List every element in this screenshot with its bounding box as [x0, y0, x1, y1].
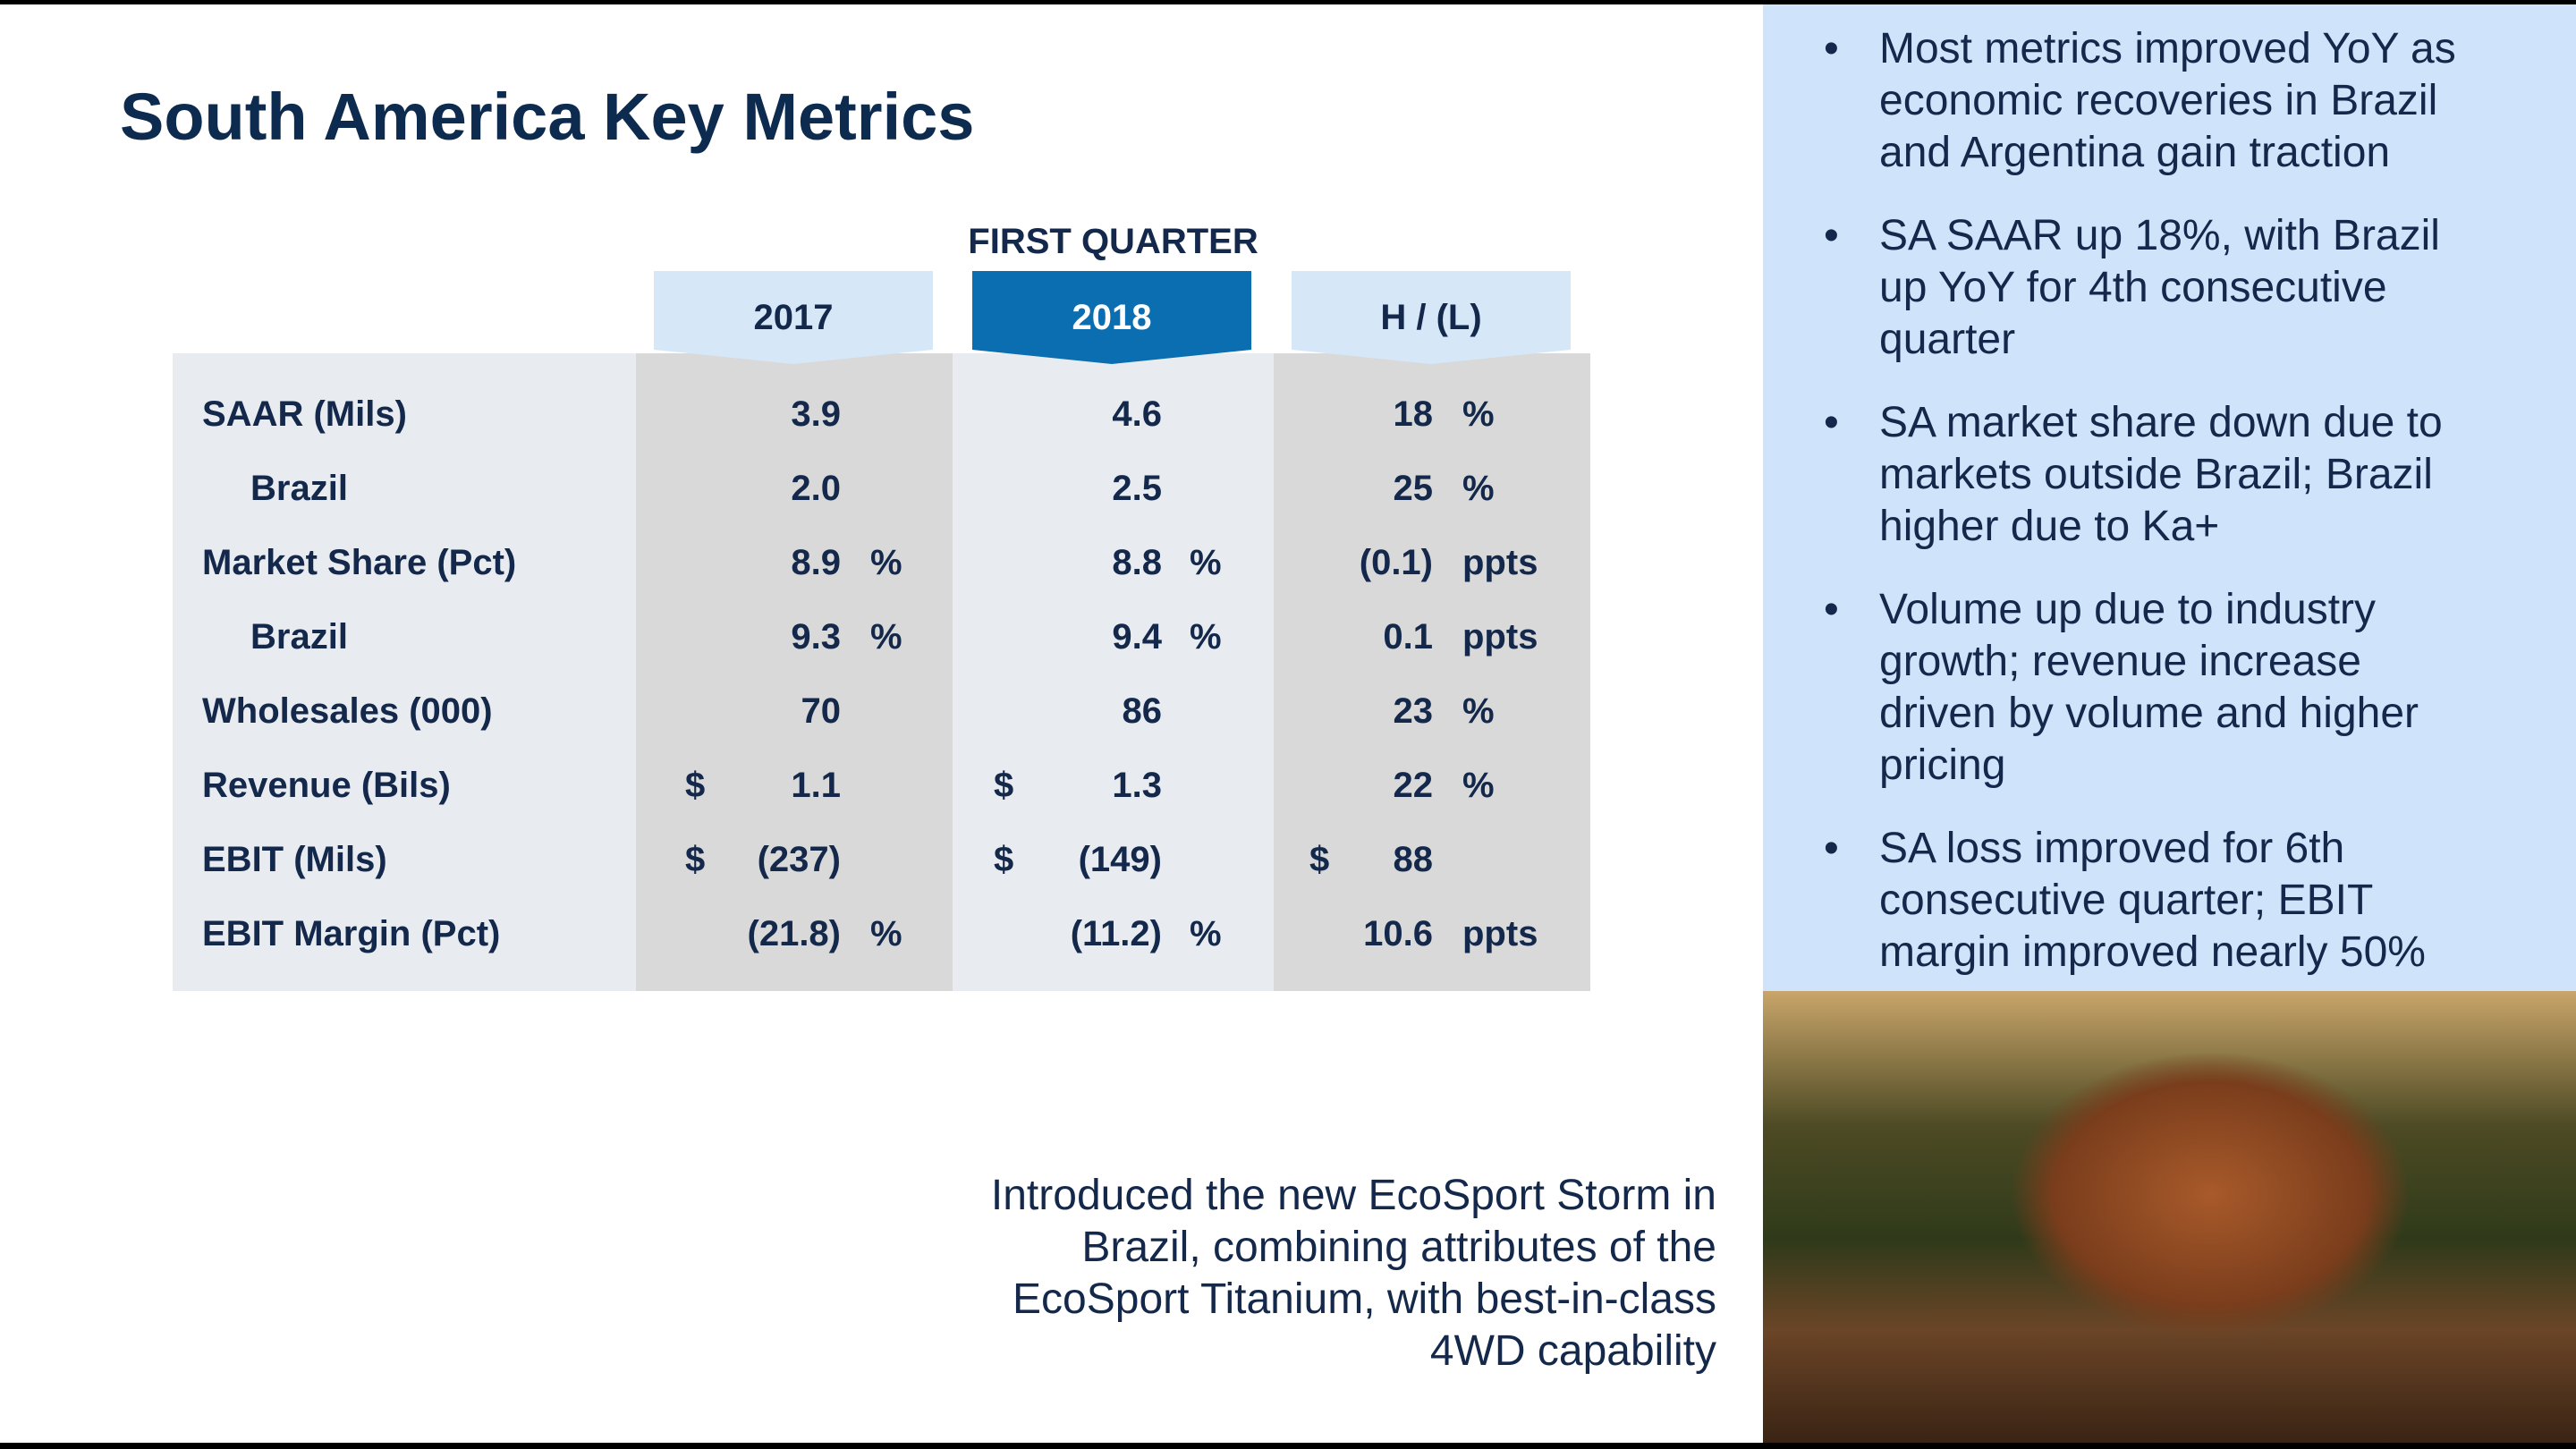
- row-label: Brazil: [250, 617, 348, 657]
- cell-suffix: %: [870, 914, 902, 953]
- bullet-list: • Most metrics improved YoY as economic r…: [1824, 23, 2539, 1010]
- row-label: EBIT (Mils): [202, 840, 387, 879]
- cell-value: 2.5: [1112, 469, 1162, 508]
- cell-prefix: $: [685, 840, 706, 879]
- column-tab: [972, 271, 1251, 364]
- cell-value: 25: [1393, 469, 1434, 508]
- cell-suffix: %: [870, 617, 902, 657]
- cell-suffix: %: [1462, 469, 1495, 508]
- cell-value: 2.0: [791, 469, 841, 508]
- cell-value: 18: [1393, 394, 1434, 434]
- bullet-dot: •: [1824, 212, 1839, 259]
- column-header: 2017: [753, 298, 834, 337]
- bullet-text: Volume up due to industry growth; revenu…: [1879, 586, 2419, 789]
- row-label: Market Share (Pct): [202, 543, 517, 582]
- bullet-item: • Most metrics improved YoY as economic r…: [1824, 23, 2487, 179]
- column-bg: [636, 353, 953, 991]
- bullet-text: SA market share down due to markets outs…: [1879, 399, 2443, 550]
- column-tab: [654, 271, 933, 364]
- cell-value: 1.1: [791, 766, 841, 805]
- cell-suffix: %: [1190, 914, 1222, 953]
- bullet-item: • Volume up due to industry growth; reven…: [1824, 584, 2487, 792]
- caption-line: Brazil, combining attributes of the: [1081, 1224, 1716, 1271]
- bullet-item: • SA loss improved for 6th consecutive qu…: [1824, 823, 2487, 979]
- cell-value: 3.9: [791, 394, 841, 434]
- bullet-item: • SA SAAR up 18%, with Brazil up YoY for …: [1824, 210, 2487, 366]
- vehicle-photo: [1763, 991, 2576, 1443]
- cell-suffix: %: [1190, 617, 1222, 657]
- bullet-dot: •: [1824, 825, 1839, 872]
- cell-prefix: $: [1309, 840, 1330, 879]
- group-header: FIRST QUARTER: [968, 222, 1258, 261]
- tab-shape: [1292, 271, 1571, 364]
- bottom-border: [0, 1443, 2576, 1449]
- cell-suffix: %: [1190, 543, 1222, 582]
- cell-value: (149): [1078, 840, 1162, 879]
- cell-value: 23: [1393, 691, 1434, 731]
- cell-value: 9.3: [791, 617, 841, 657]
- bullet-text: SA loss improved for 6th consecutive qua…: [1879, 825, 2426, 976]
- cell-value: 70: [801, 691, 842, 731]
- photo-caption: Introduced the new EcoSport Storm in Braz…: [894, 1170, 1716, 1377]
- column-bg: [953, 353, 1274, 991]
- caption-line: 4WD capability: [1429, 1327, 1716, 1375]
- column-header: 2018: [1072, 298, 1152, 337]
- cell-suffix: ppts: [1462, 914, 1538, 953]
- cell-value: 8.8: [1112, 543, 1162, 582]
- cell-value: 88: [1393, 840, 1434, 879]
- bullet-item: • SA market share down due to markets out…: [1824, 397, 2487, 553]
- column-tab: [1292, 271, 1571, 364]
- cell-value: (237): [757, 840, 841, 879]
- cell-suffix: %: [1462, 766, 1495, 805]
- cell-value: 9.4: [1112, 617, 1162, 657]
- cell-value: (21.8): [747, 914, 842, 953]
- tab-shape: [972, 271, 1251, 364]
- tab-shape: [654, 271, 933, 364]
- bullet-text: Most metrics improved YoY as economic re…: [1879, 25, 2456, 176]
- top-border: [0, 0, 2576, 4]
- cell-value: 10.6: [1363, 914, 1433, 953]
- cell-prefix: $: [994, 766, 1014, 805]
- cell-value: 8.9: [791, 543, 841, 582]
- row-label: SAAR (Mils): [202, 394, 407, 434]
- cell-suffix: %: [1462, 394, 1495, 434]
- row-label: Wholesales (000): [202, 691, 493, 731]
- bullet-dot: •: [1824, 399, 1839, 446]
- cell-suffix: %: [1462, 691, 1495, 731]
- cell-prefix: $: [685, 766, 706, 805]
- cell-value: 86: [1122, 691, 1163, 731]
- row-label: EBIT Margin (Pct): [202, 914, 501, 953]
- cell-value: 1.3: [1112, 766, 1162, 805]
- row-label: Brazil: [250, 469, 348, 508]
- cell-value: 4.6: [1112, 394, 1162, 434]
- cell-suffix: %: [870, 543, 902, 582]
- caption-line: Introduced the new EcoSport Storm in: [990, 1172, 1716, 1219]
- bullet-dot: •: [1824, 586, 1839, 633]
- cell-value: (11.2): [1070, 914, 1162, 953]
- slide-title: South America Key Metrics: [120, 80, 975, 154]
- bullet-dot: •: [1824, 25, 1839, 72]
- cell-value: 0.1: [1383, 617, 1433, 657]
- caption-line: EcoSport Titanium, with best-in-class: [1013, 1275, 1716, 1323]
- bullet-text: SA SAAR up 18%, with Brazil up YoY for 4…: [1879, 212, 2440, 363]
- column-bg: [1274, 353, 1590, 991]
- cell-value: (0.1): [1359, 543, 1433, 582]
- cell-suffix: ppts: [1462, 543, 1538, 582]
- cell-value: 22: [1393, 766, 1434, 805]
- cell-suffix: ppts: [1462, 617, 1538, 657]
- row-label: Revenue (Bils): [202, 766, 451, 805]
- column-header: H / (L): [1380, 298, 1482, 337]
- cell-prefix: $: [994, 840, 1014, 879]
- label-column-bg: [173, 353, 636, 991]
